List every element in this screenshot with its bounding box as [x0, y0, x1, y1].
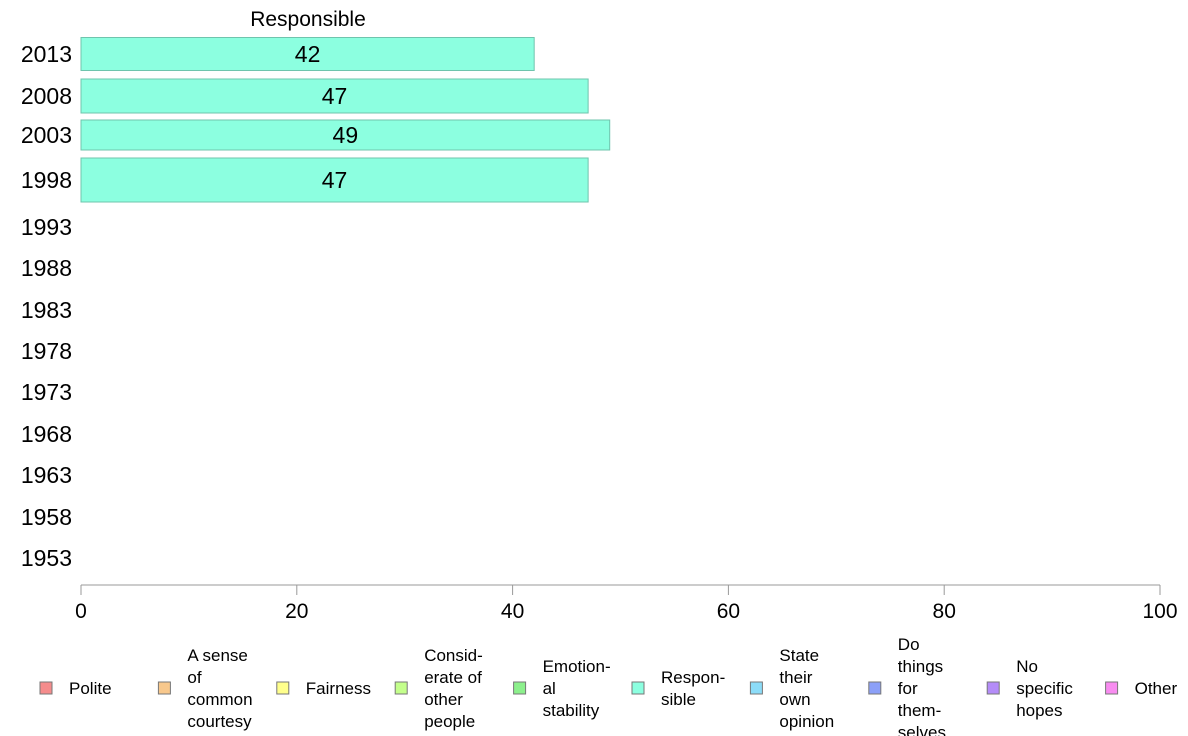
year-label-2013: 2013 — [21, 41, 72, 67]
legend-item: Polite — [39, 679, 112, 698]
legend-label: Other — [1135, 679, 1178, 698]
x-tick-label-20: 20 — [285, 600, 308, 623]
legend-item: Do things for them-selves — [868, 635, 946, 736]
year-label-1953: 1953 — [21, 545, 72, 571]
year-label-1978: 1978 — [21, 338, 72, 364]
x-axis: 0 20 40 60 80 100 — [75, 584, 1178, 623]
year-label-2003: 2003 — [21, 122, 72, 148]
chart-title: Responsible — [250, 8, 366, 31]
bar-value-label-2013: 42 — [295, 41, 321, 67]
x-tick-label-40: 40 — [501, 600, 524, 623]
year-label-1993: 1993 — [21, 214, 72, 240]
year-label-1983: 1983 — [21, 297, 72, 323]
legend-label: Respon-sible — [661, 668, 725, 709]
legend-item: A sense of common courtesy — [157, 646, 253, 731]
legend-item: No specific hopes — [986, 657, 1073, 720]
legend-swatch — [157, 681, 171, 695]
legend-item: Respon-sible — [631, 668, 725, 709]
legend-item: Consid-erate of other people — [394, 646, 483, 731]
year-label-1968: 1968 — [21, 421, 72, 447]
legend-item: State their own opinion — [749, 646, 834, 731]
legend-label: No specific hopes — [1016, 657, 1073, 720]
bar-2008 — [80, 78, 589, 114]
legend-swatch — [1105, 681, 1119, 695]
legend: Polite A sense of common courtesy Fairness Con… — [39, 635, 1178, 736]
x-tick-label-0: 0 — [75, 600, 87, 623]
year-label-1963: 1963 — [21, 462, 72, 488]
legend-label: Fairness — [306, 679, 371, 698]
year-label-1958: 1958 — [21, 504, 72, 530]
legend-item: Emotion-al stability — [513, 657, 611, 720]
legend-swatch — [276, 681, 290, 695]
legend-swatch — [868, 681, 882, 695]
legend-swatch — [394, 681, 408, 695]
bar-2003 — [80, 119, 611, 151]
legend-label: Emotion-al stability — [543, 657, 611, 720]
legend-swatch — [986, 681, 1000, 695]
bar-1998 — [80, 157, 589, 203]
x-tick-label-60: 60 — [717, 600, 740, 623]
year-label-1988: 1988 — [21, 255, 72, 281]
legend-swatch — [631, 681, 645, 695]
year-labels: 2013 2008 2003 1998 1993 1988 1983 1978 1973 1968… — [21, 41, 72, 571]
legend-swatch — [39, 681, 53, 695]
year-label-2008: 2008 — [21, 83, 72, 109]
legend-label: Consid-erate of other people — [424, 646, 483, 731]
legend-label: Do things for them-selves — [898, 635, 946, 736]
bar-value-label-2003: 49 — [333, 122, 359, 148]
legend-item: Fairness — [276, 679, 371, 698]
legend-swatch — [513, 681, 527, 695]
legend-label: State their own opinion — [779, 646, 834, 731]
legend-item: Other — [1105, 679, 1178, 698]
x-tick-label-100: 100 — [1142, 600, 1177, 623]
bar-2013 — [80, 37, 535, 71]
bar-value-label-2008: 47 — [322, 83, 348, 109]
legend-swatch — [749, 681, 763, 695]
year-label-1973: 1973 — [21, 379, 72, 405]
bar-value-label-1998: 47 — [322, 167, 348, 193]
legend-label: Polite — [69, 679, 112, 698]
x-tick-label-80: 80 — [933, 600, 956, 623]
legend-label: A sense of common courtesy — [187, 646, 252, 731]
year-label-1998: 1998 — [21, 167, 72, 193]
